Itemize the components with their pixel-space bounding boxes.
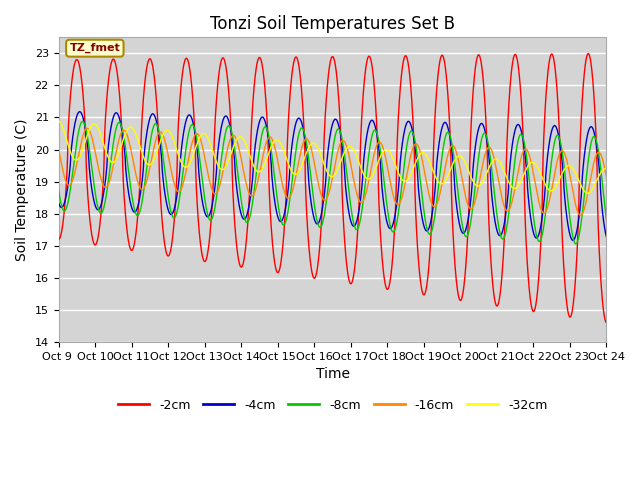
Text: TZ_fmet: TZ_fmet bbox=[70, 43, 120, 53]
X-axis label: Time: Time bbox=[316, 367, 349, 381]
Legend: -2cm, -4cm, -8cm, -16cm, -32cm: -2cm, -4cm, -8cm, -16cm, -32cm bbox=[113, 394, 552, 417]
Y-axis label: Soil Temperature (C): Soil Temperature (C) bbox=[15, 119, 29, 261]
Title: Tonzi Soil Temperatures Set B: Tonzi Soil Temperatures Set B bbox=[210, 15, 455, 33]
